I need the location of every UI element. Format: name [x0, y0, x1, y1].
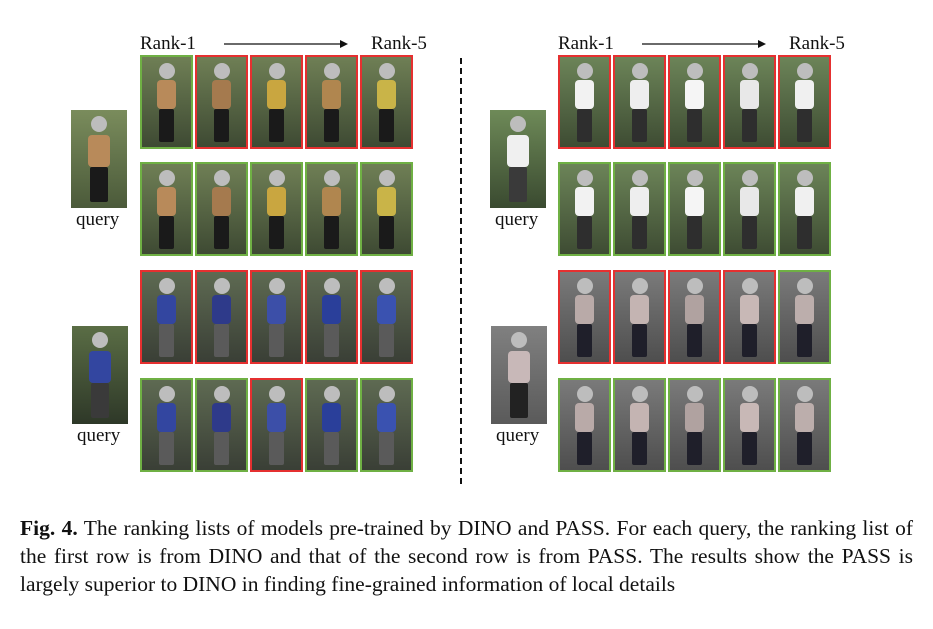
rank-5-thumbnail	[778, 162, 831, 256]
rank-4-thumbnail	[723, 162, 776, 256]
rank-2-thumbnail	[195, 270, 248, 364]
rank-4-thumbnail	[305, 270, 358, 364]
figure-label: Fig. 4.	[20, 516, 78, 540]
rank-4-thumbnail	[305, 55, 358, 149]
query-label-2: query	[77, 425, 121, 446]
rank-1-thumbnail	[558, 162, 611, 256]
rank-3-thumbnail	[250, 162, 303, 256]
ranking-row-left-bottom-pass	[140, 378, 413, 472]
ranking-row-left-bottom-dino	[140, 270, 413, 364]
query-image-3	[490, 110, 546, 208]
rank-5-thumbnail	[360, 378, 413, 472]
rank-3-thumbnail	[250, 55, 303, 149]
rank-3-thumbnail	[668, 162, 721, 256]
ranking-row-right-bottom-pass	[558, 378, 831, 472]
rank-5-label-left: Rank-5	[371, 33, 427, 54]
rank-arrow-left	[224, 40, 348, 48]
rank-2-thumbnail	[613, 162, 666, 256]
rank-2-thumbnail	[613, 378, 666, 472]
rank-2-thumbnail	[613, 55, 666, 149]
rank-3-thumbnail	[250, 270, 303, 364]
rank-3-thumbnail	[250, 378, 303, 472]
rank-5-label-right: Rank-5	[789, 33, 845, 54]
ranking-row-right-top-pass	[558, 162, 831, 256]
rank-2-thumbnail	[195, 55, 248, 149]
ranking-row-left-top-pass	[140, 162, 413, 256]
rank-arrow-right	[642, 40, 766, 48]
figure-caption: Fig. 4. The ranking lists of models pre-…	[20, 514, 913, 598]
rank-1-thumbnail	[140, 378, 193, 472]
query-image-1	[71, 110, 127, 208]
rank-1-label-right: Rank-1	[558, 33, 614, 54]
rank-1-thumbnail	[558, 378, 611, 472]
query-label-4: query	[496, 425, 540, 446]
query-image-2	[72, 326, 128, 424]
rank-5-thumbnail	[360, 270, 413, 364]
rank-4-thumbnail	[723, 378, 776, 472]
rank-5-thumbnail	[778, 378, 831, 472]
rank-1-thumbnail	[140, 55, 193, 149]
rank-4-thumbnail	[305, 378, 358, 472]
rank-5-thumbnail	[778, 55, 831, 149]
rank-3-thumbnail	[668, 270, 721, 364]
rank-1-thumbnail	[140, 270, 193, 364]
rank-1-thumbnail	[140, 162, 193, 256]
ranking-row-right-bottom-dino	[558, 270, 831, 364]
ranking-row-right-top-dino	[558, 55, 831, 149]
ranking-row-left-top-dino	[140, 55, 413, 149]
rank-1-thumbnail	[558, 270, 611, 364]
rank-3-thumbnail	[668, 378, 721, 472]
rank-2-thumbnail	[195, 378, 248, 472]
rank-5-thumbnail	[778, 270, 831, 364]
rank-1-label-left: Rank-1	[140, 33, 196, 54]
query-label-3: query	[495, 209, 539, 230]
rank-4-thumbnail	[723, 55, 776, 149]
rank-2-thumbnail	[613, 270, 666, 364]
query-image-4	[491, 326, 547, 424]
rank-1-thumbnail	[558, 55, 611, 149]
rank-4-thumbnail	[723, 270, 776, 364]
rank-5-thumbnail	[360, 162, 413, 256]
rank-4-thumbnail	[305, 162, 358, 256]
rank-5-thumbnail	[360, 55, 413, 149]
caption-text: The ranking lists of models pre-trained …	[20, 516, 913, 596]
rank-3-thumbnail	[668, 55, 721, 149]
query-label-1: query	[76, 209, 120, 230]
dashed-divider	[460, 58, 462, 484]
rank-2-thumbnail	[195, 162, 248, 256]
